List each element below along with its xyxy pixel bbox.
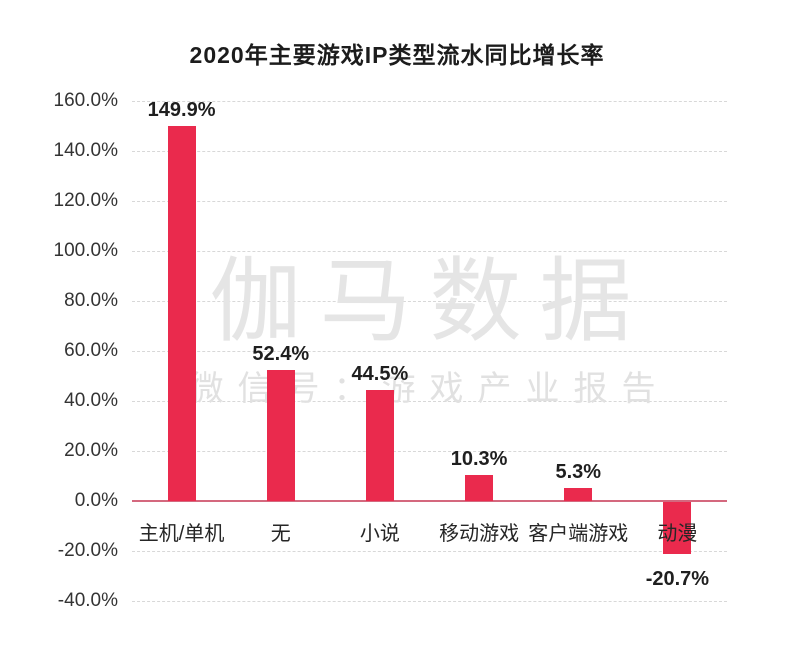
gridline <box>132 551 727 552</box>
bar <box>365 389 394 501</box>
gridline <box>132 451 727 452</box>
bar-value-label: 10.3% <box>450 448 508 471</box>
x-axis-category-label: 客户端游戏 <box>528 523 629 545</box>
x-axis-category-label: 移动游戏 <box>439 523 520 545</box>
gridline <box>132 251 727 252</box>
bar-value-label: 149.9% <box>147 99 216 122</box>
bar <box>663 502 692 554</box>
gridline <box>132 151 727 152</box>
y-axis-tick-label: 140.0% <box>53 140 118 161</box>
y-axis-tick-label: 40.0% <box>64 390 118 411</box>
zero-baseline <box>132 500 727 502</box>
y-axis-tick-label: 100.0% <box>53 240 118 261</box>
y-axis-tick-label: -40.0% <box>57 590 118 611</box>
y-axis-tick-label: 0.0% <box>74 490 118 511</box>
y-axis-tick-label: 120.0% <box>53 190 118 211</box>
bar <box>564 487 593 501</box>
gridline <box>132 401 727 402</box>
bar <box>465 475 494 501</box>
y-axis-tick-label: 160.0% <box>53 90 118 111</box>
gridline <box>132 351 727 352</box>
gridline <box>132 601 727 602</box>
bar-value-label: 44.5% <box>351 362 409 385</box>
gridline <box>132 101 727 102</box>
x-axis-category-label: 无 <box>270 523 291 545</box>
bar <box>266 370 295 501</box>
x-axis-category-label: 小说 <box>359 523 400 545</box>
y-axis-tick-label: -20.0% <box>57 540 118 561</box>
x-axis-category-label: 动漫 <box>657 523 698 545</box>
watermark-brand-text: 伽马数据 <box>209 251 650 353</box>
chart-title: 2020年主要游戏IP类型流水同比增长率 <box>189 42 605 68</box>
gridline <box>132 201 727 202</box>
y-axis-tick-label: 20.0% <box>64 440 118 461</box>
bar-value-label: 5.3% <box>555 460 602 483</box>
y-axis-tick-label: 80.0% <box>64 290 118 311</box>
x-axis-category-label: 主机/单机 <box>138 523 225 545</box>
y-axis-tick-label: 60.0% <box>64 340 118 361</box>
bar-value-label: -20.7% <box>645 567 710 590</box>
bar-value-label: 52.4% <box>252 343 310 365</box>
gridline <box>132 301 727 302</box>
bar <box>167 126 196 501</box>
